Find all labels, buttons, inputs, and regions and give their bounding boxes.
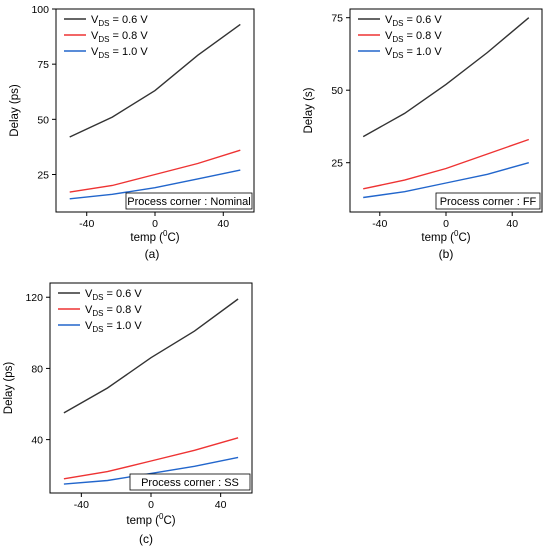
legend-label-vds-0-8: VDS = 0.8 V xyxy=(91,30,148,44)
series-line-vds-0-8 xyxy=(63,437,239,480)
y-tick-label: 25 xyxy=(37,169,49,181)
legend-prefix: V xyxy=(91,14,99,26)
process-corner-box xyxy=(125,192,253,210)
legend-subscript: DS xyxy=(92,309,103,318)
legend-subscript: DS xyxy=(92,293,103,302)
y-tick-label: 25 xyxy=(331,158,343,170)
series-line-vds-1-0 xyxy=(363,162,529,199)
series-line-vds-0-8 xyxy=(69,149,241,193)
process-corner-label: Process corner : SS xyxy=(141,477,239,489)
process-corner-box xyxy=(435,192,541,210)
legend-label-vds-1-0: VDS = 1.0 V xyxy=(91,46,148,60)
series-line-vds-0-6 xyxy=(63,298,239,414)
legend-suffix: = 0.8 V xyxy=(103,304,142,316)
legend-suffix: = 1.0 V xyxy=(103,320,142,332)
x-axis-label-end: C) xyxy=(458,232,470,244)
legend-prefix: V xyxy=(85,288,93,300)
legend-label-vds-1-0: VDS = 1.0 V xyxy=(385,46,442,60)
x-tick-label: -40 xyxy=(372,218,387,230)
y-tick-label: 50 xyxy=(37,114,49,126)
y-tick-label: 80 xyxy=(31,363,43,375)
x-tick-label: 40 xyxy=(215,499,227,511)
legend-prefix: V xyxy=(91,30,99,42)
y-tick-label: 40 xyxy=(31,435,43,447)
x-axis-label-main: temp ( xyxy=(130,232,163,244)
x-axis-label-sup: 0 xyxy=(454,229,459,238)
x-axis-label: temp (0C) xyxy=(421,229,470,244)
series-line-vds-0-8 xyxy=(363,138,530,190)
x-axis-label: temp (0C) xyxy=(126,512,175,527)
legend-subscript: DS xyxy=(98,51,109,60)
legend-prefix: V xyxy=(85,304,93,316)
x-axis-label-main: temp ( xyxy=(126,515,159,527)
x-tick-label: 0 xyxy=(148,499,154,511)
x-axis-label-sup: 0 xyxy=(163,229,168,238)
legend-suffix: = 0.8 V xyxy=(109,30,148,42)
legend-suffix: = 0.6 V xyxy=(103,288,142,300)
series-line-vds-0-6 xyxy=(69,23,241,138)
legend-prefix: V xyxy=(91,46,99,58)
y-tick-label: 75 xyxy=(37,59,49,71)
legend-suffix: = 0.8 V xyxy=(403,30,442,42)
x-tick-label: -40 xyxy=(74,499,89,511)
legend-label-vds-0-8: VDS = 0.8 V xyxy=(385,30,442,44)
plot-frame xyxy=(349,8,543,213)
x-axis-label-sup: 0 xyxy=(159,512,164,521)
y-axis-label: Delay (s) xyxy=(303,87,315,133)
x-axis-label-main: temp ( xyxy=(421,232,454,244)
x-tick-label: 0 xyxy=(443,218,449,230)
process-corner-label: Process corner : FF xyxy=(440,196,537,208)
series-line-vds-0-6 xyxy=(362,17,530,138)
legend-label-vds-1-0: VDS = 1.0 V xyxy=(85,320,142,334)
y-tick-label: 75 xyxy=(331,13,343,25)
y-tick-label: 120 xyxy=(25,292,43,304)
legend-prefix: V xyxy=(385,14,393,26)
legend-label-vds-0-8: VDS = 0.8 V xyxy=(85,304,142,318)
legend-subscript: DS xyxy=(392,35,403,44)
x-tick-label: 0 xyxy=(152,218,158,230)
legend-suffix: = 1.0 V xyxy=(403,46,442,58)
legend-label-vds-0-6: VDS = 0.6 V xyxy=(91,14,148,28)
x-tick-label: 40 xyxy=(506,218,518,230)
legend-suffix: = 0.6 V xyxy=(403,14,442,26)
legend-subscript: DS xyxy=(98,35,109,44)
process-corner-label: Process corner : Nominal xyxy=(127,196,251,208)
legend-label-vds-0-6: VDS = 0.6 V xyxy=(85,288,142,302)
legend-suffix: = 0.6 V xyxy=(109,14,148,26)
legend-prefix: V xyxy=(85,320,93,332)
x-axis-label-end: C) xyxy=(163,515,175,527)
series-line-vds-1-0 xyxy=(69,169,241,200)
x-axis-label-end: C) xyxy=(167,232,179,244)
legend-label-vds-0-6: VDS = 0.6 V xyxy=(385,14,442,28)
y-tick-label: 100 xyxy=(31,4,49,16)
legend-suffix: = 1.0 V xyxy=(109,46,148,58)
series-line-vds-1-0 xyxy=(63,456,239,485)
panel-caption: (c) xyxy=(139,532,153,546)
legend-prefix: V xyxy=(385,46,393,58)
plot-frame xyxy=(55,8,255,213)
x-tick-label: 40 xyxy=(217,218,229,230)
panel-caption: (b) xyxy=(439,247,454,261)
process-corner-box xyxy=(129,473,251,491)
legend-prefix: V xyxy=(385,30,393,42)
y-axis-label: Delay (ps) xyxy=(9,84,21,137)
x-axis-label: temp (0C) xyxy=(130,229,179,244)
y-tick-label: 50 xyxy=(331,85,343,97)
y-axis-label: Delay (ps) xyxy=(3,362,15,415)
panel-caption: (a) xyxy=(145,247,160,261)
legend-subscript: DS xyxy=(392,51,403,60)
legend-subscript: DS xyxy=(92,325,103,334)
legend-subscript: DS xyxy=(392,19,403,28)
x-tick-label: -40 xyxy=(79,218,94,230)
legend-subscript: DS xyxy=(98,19,109,28)
